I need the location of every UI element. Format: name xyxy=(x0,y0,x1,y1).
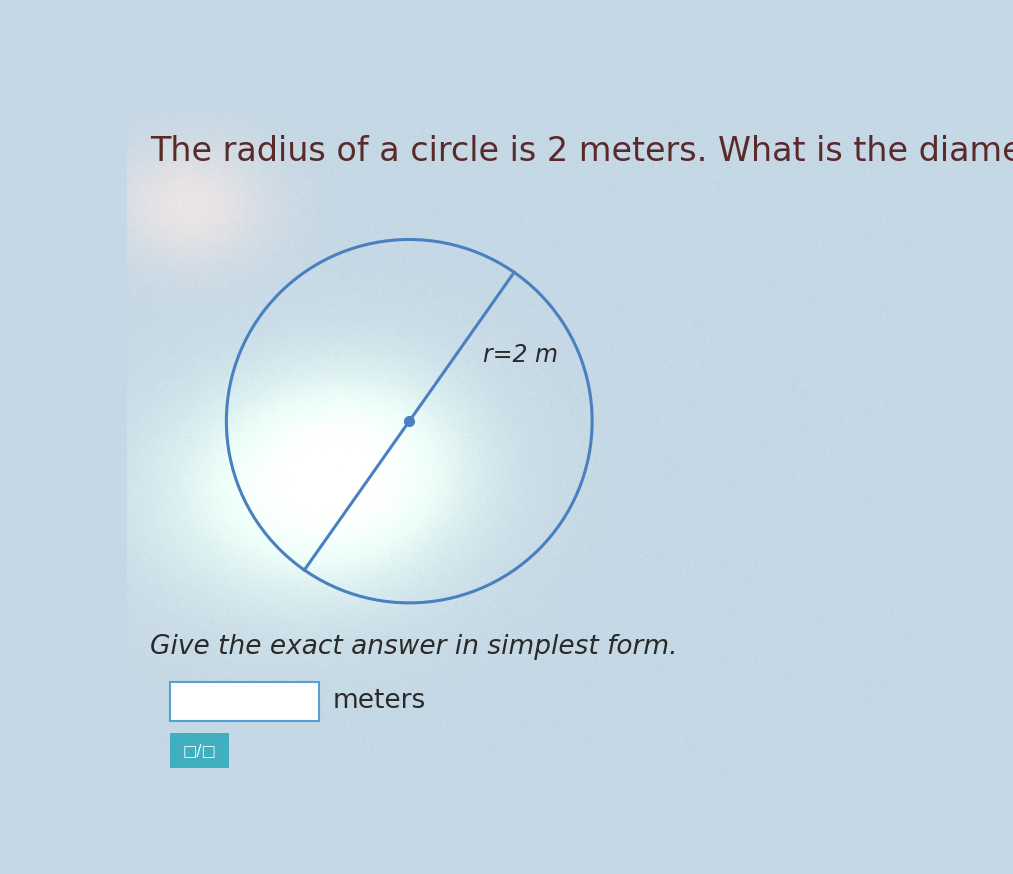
FancyBboxPatch shape xyxy=(170,732,229,767)
Text: r=2 m: r=2 m xyxy=(482,343,557,367)
Text: □/□: □/□ xyxy=(182,743,216,758)
Text: meters: meters xyxy=(333,688,426,714)
FancyBboxPatch shape xyxy=(170,682,319,721)
Text: Give the exact answer in simplest form.: Give the exact answer in simplest form. xyxy=(150,634,678,660)
Text: The radius of a circle is 2 meters. What is the diameter?: The radius of a circle is 2 meters. What… xyxy=(150,135,1013,169)
